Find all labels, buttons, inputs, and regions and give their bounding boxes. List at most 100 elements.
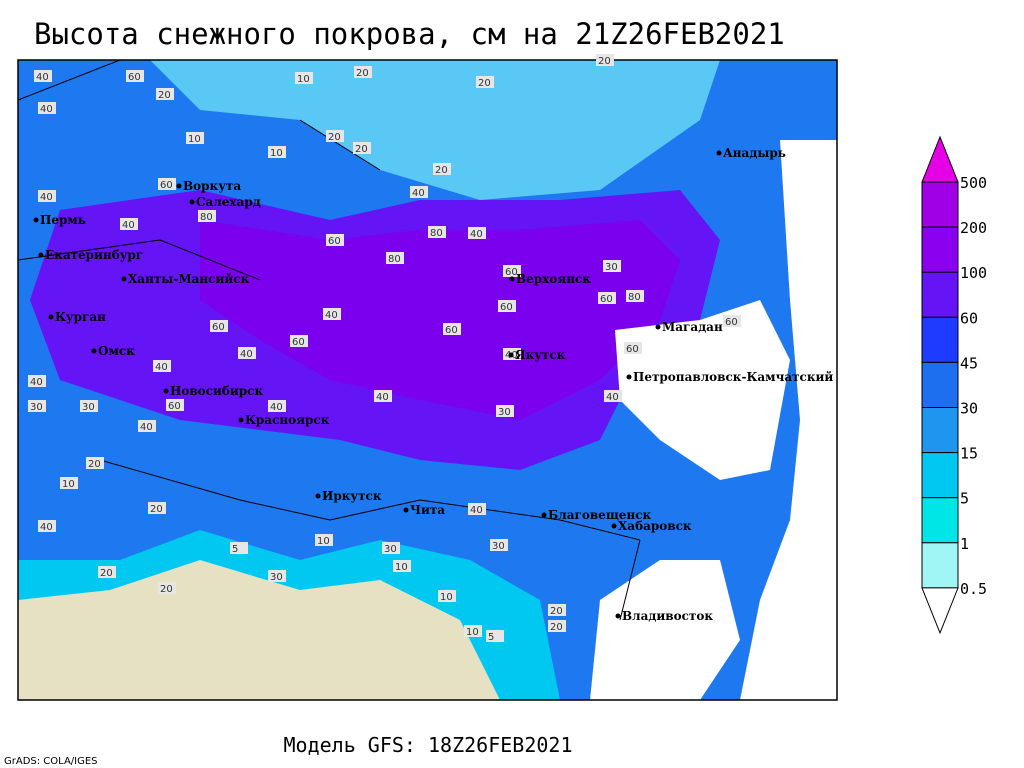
contour-label: 20: [550, 606, 563, 617]
colorbar-label: 100: [960, 264, 987, 282]
arctic-ice: [150, 60, 720, 200]
contour-label-box: [230, 542, 248, 554]
colorbar-segment: [921, 452, 959, 499]
map: [18, 60, 837, 700]
contour-label-box: [503, 265, 521, 277]
city-dot: [615, 613, 621, 619]
contour-label-box: [238, 347, 256, 359]
contour-label: 20: [100, 568, 113, 579]
contour-label: 60: [328, 236, 341, 247]
contour-label-box: [723, 315, 741, 327]
city-dot: [38, 252, 44, 258]
contour-label-box: [166, 399, 184, 411]
city-dot: [121, 276, 127, 282]
city-label: Верхоянск: [516, 272, 591, 286]
contour-label: 60: [600, 294, 613, 305]
contour-label-box: [290, 335, 308, 347]
city-label: Магадан: [662, 320, 723, 334]
labels: 40 60 20 10 20 20 20 40 10 20 10 20 20 60 40 40 80 60 40 80…: [28, 54, 833, 643]
city-label: Анадырь: [723, 146, 786, 160]
city-label: Иркутск: [322, 489, 382, 503]
contour-label: 20: [598, 56, 611, 67]
contour-label-box: [138, 420, 156, 432]
contour-label: 20: [328, 132, 341, 143]
contour-label-box: [158, 178, 176, 190]
colorbar-label: 60: [960, 309, 978, 327]
contour-label: 40: [155, 362, 168, 373]
colorbar-segment: [921, 407, 959, 454]
contour-label-box: [156, 88, 174, 100]
colorbar-segment: [921, 226, 959, 273]
contour-label: 10: [317, 536, 330, 547]
map-frame: [17, 59, 838, 701]
colorbar-cap: [921, 135, 959, 183]
contour-label-box: [120, 218, 138, 230]
contour-label-box: [28, 375, 46, 387]
contour-label: 30: [82, 402, 95, 413]
contour-label-box: [38, 190, 56, 202]
contour-label: 30: [492, 541, 505, 552]
contour-label: 30: [605, 262, 618, 273]
contour-label: 20: [88, 459, 101, 470]
contour-label: 40: [325, 310, 338, 321]
contour-label: 30: [270, 572, 283, 583]
contour-label-box: [490, 539, 508, 551]
deeper-snow: [200, 220, 680, 420]
contour-label-box: [86, 457, 104, 469]
contour-label-box: [604, 390, 622, 402]
contour-label-box: [268, 146, 286, 158]
city-dot: [238, 417, 244, 423]
contour-label: 40: [40, 522, 53, 533]
contour-label-box: [548, 620, 566, 632]
colorbar-label: 45: [960, 354, 978, 372]
contour-label-box: [353, 142, 371, 154]
contour-label: 80: [628, 292, 641, 303]
city-label: Владивосток: [622, 609, 713, 623]
japan-sea: [590, 560, 740, 700]
colorbar-segment: [921, 316, 959, 363]
city-label: Чита: [410, 503, 445, 517]
credit: GrADS: COLA/IGES: [4, 756, 98, 767]
city-dot: [509, 276, 515, 282]
contour-label-box: [410, 186, 428, 198]
contour-label: 10: [466, 627, 479, 638]
contour-label: 20: [355, 144, 368, 155]
city-dot: [403, 507, 409, 513]
borders: [18, 60, 641, 621]
contour-label-box: [468, 227, 486, 239]
colorbar-segment: [921, 271, 959, 318]
contour-label: 20: [356, 68, 369, 79]
contour-label: 20: [150, 504, 163, 515]
colorbar-label: 200: [960, 219, 987, 237]
city-dot: [315, 493, 321, 499]
contour-label-box: [28, 400, 46, 412]
city-dot: [176, 183, 182, 189]
contour-label: 60: [445, 325, 458, 336]
contour-label-box: [186, 132, 204, 144]
city-dot: [91, 348, 97, 354]
footer: Модель GFS: 18Z26FEB2021: [284, 733, 573, 757]
contour-label-box: [158, 582, 176, 594]
contour-label-box: [148, 502, 166, 514]
colorbar-label: 5: [960, 490, 969, 508]
contour-label-box: [295, 72, 313, 84]
contour-label-box: [433, 163, 451, 175]
colorbar-segment: [921, 361, 959, 408]
contour-label: 40: [270, 402, 283, 413]
city-dot: [611, 523, 617, 529]
contour-label: 40: [140, 422, 153, 433]
contour-label: 60: [292, 337, 305, 348]
contour-label-box: [393, 560, 411, 572]
contour-label-box: [153, 360, 171, 372]
contour-label-box: [496, 405, 514, 417]
contour-label: 10: [270, 148, 283, 159]
colorbar-label: 30: [960, 400, 978, 418]
colorbar-label: 0.5: [960, 580, 987, 598]
city-label: Курган: [55, 310, 106, 324]
contour-label: 40: [470, 505, 483, 516]
contour-label: 40: [376, 392, 389, 403]
contour-label-box: [498, 300, 516, 312]
contour-label-box: [315, 534, 333, 546]
contour-label-box: [268, 570, 286, 582]
